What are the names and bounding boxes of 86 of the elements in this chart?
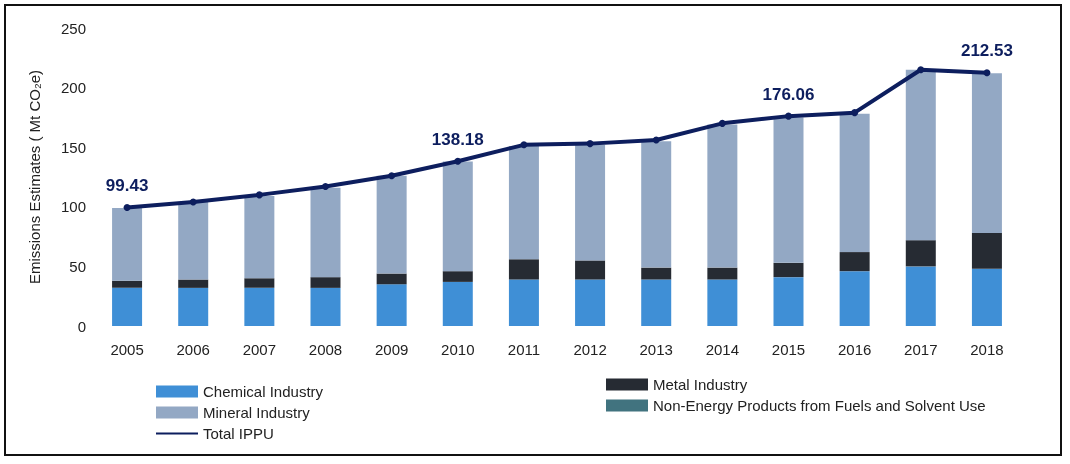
bar <box>773 277 804 326</box>
y-tick-label: 200 <box>60 79 86 97</box>
point <box>652 136 660 144</box>
x-tick-label: 2007 <box>242 341 277 358</box>
point <box>189 198 197 206</box>
legend-label: Metal Industry <box>653 376 748 393</box>
point <box>851 109 859 117</box>
x-tick-label: 2012 <box>573 341 607 358</box>
y-tick-label: 50 <box>69 257 86 275</box>
bar <box>839 252 870 272</box>
point <box>123 203 131 211</box>
point <box>388 172 396 180</box>
bar <box>575 144 606 261</box>
y-tick-label: 100 <box>60 198 86 216</box>
bar <box>508 146 539 260</box>
bar <box>773 117 804 263</box>
x-tick-label: 2008 <box>308 341 343 358</box>
bar <box>839 113 870 253</box>
bar <box>442 161 473 272</box>
bar <box>244 287 275 326</box>
x-tick-label: 2005 <box>110 341 144 358</box>
point <box>718 119 726 127</box>
point <box>917 66 925 74</box>
bar <box>376 284 407 326</box>
data-label: 138.18 <box>431 129 484 149</box>
bar <box>112 287 143 326</box>
bar <box>508 259 539 280</box>
x-tick-label: 2017 <box>904 341 938 358</box>
bar <box>178 279 209 288</box>
x-tick-label: 2016 <box>837 341 872 358</box>
bar <box>178 202 209 280</box>
bar <box>971 268 1002 326</box>
x-tick-label: 2018 <box>970 341 1004 358</box>
x-tick-label: 2011 <box>507 341 541 358</box>
legend-label: Mineral Industry <box>203 404 311 421</box>
point <box>454 157 462 165</box>
bar <box>310 287 341 326</box>
x-tick-label: 2009 <box>374 341 409 358</box>
legend-label: Non-Energy Products from Fuels and Solvent Use <box>653 397 986 414</box>
x-tick-label: 2014 <box>705 341 740 358</box>
x-tick-label: 2013 <box>639 341 673 358</box>
bar <box>310 277 341 288</box>
x-tick-label: 2010 <box>441 341 475 358</box>
data-label: 176.06 <box>762 84 815 104</box>
bar <box>905 240 936 267</box>
bar <box>905 266 936 326</box>
y-tick-label: 250 <box>60 19 86 37</box>
bar <box>641 267 672 280</box>
point <box>322 183 329 191</box>
bar <box>707 267 738 280</box>
bar <box>112 280 143 288</box>
point <box>983 69 991 77</box>
bar <box>641 141 672 268</box>
bar <box>641 279 672 326</box>
bar <box>376 175 407 274</box>
legend-label: Total IPPU <box>203 425 274 442</box>
bar <box>905 69 936 241</box>
bar <box>310 187 341 278</box>
y-axis-title: Emissions Estimates ( Mt CO₂e) <box>26 69 43 285</box>
point <box>520 141 528 149</box>
bar <box>112 207 143 281</box>
bar <box>178 287 209 326</box>
bar <box>244 196 275 279</box>
bar <box>376 273 407 285</box>
y-tick-label: 0 <box>77 317 86 335</box>
bar <box>442 281 473 326</box>
bar <box>575 260 606 280</box>
bar <box>773 262 804 278</box>
y-tick-label: 150 <box>60 138 86 156</box>
x-tick-label: 2015 <box>771 341 806 358</box>
bar <box>839 271 870 326</box>
bar <box>508 279 539 326</box>
x-tick-label: 2006 <box>176 341 210 358</box>
data-label: 99.43 <box>105 175 149 195</box>
data-label: 212.53 <box>960 41 1013 61</box>
bar <box>575 279 606 326</box>
bar <box>707 279 738 326</box>
legend-label: Chemical Industry <box>203 383 324 400</box>
bar <box>707 124 738 268</box>
point <box>255 191 263 199</box>
bar <box>442 271 473 282</box>
point <box>586 140 594 148</box>
point <box>785 112 792 120</box>
bar <box>971 233 1002 269</box>
bar <box>244 278 275 288</box>
bar <box>971 73 1002 234</box>
